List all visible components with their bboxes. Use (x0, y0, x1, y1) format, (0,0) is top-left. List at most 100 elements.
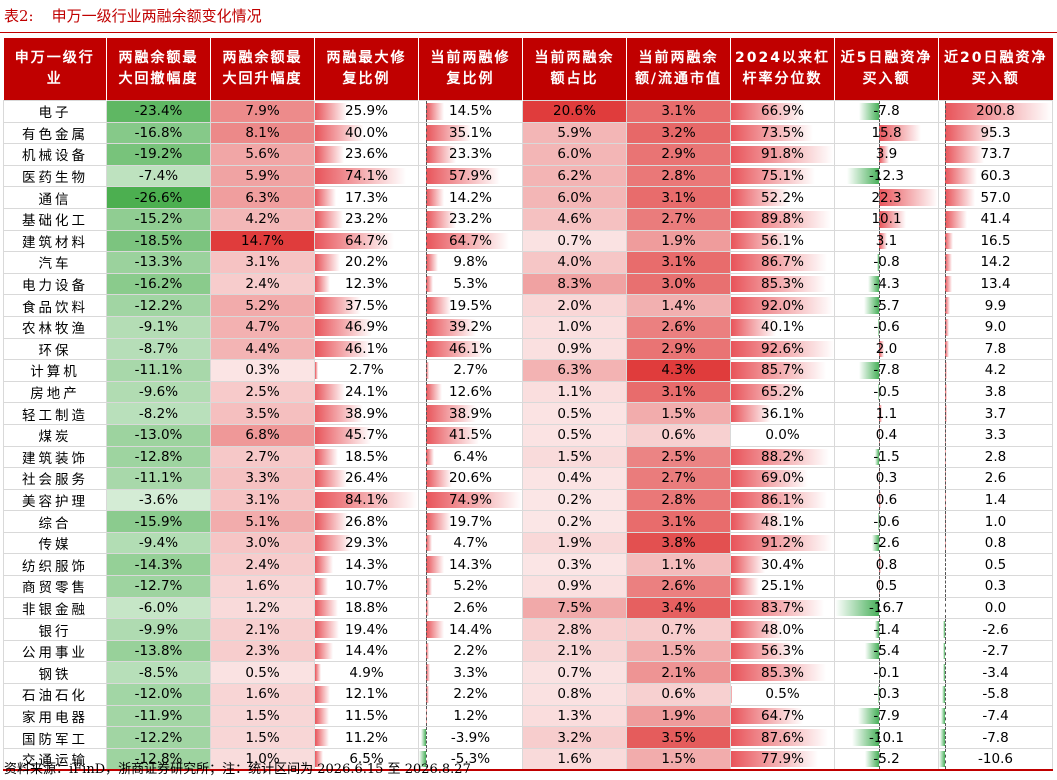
cell-max-repair-ratio: 64.7% (314, 229, 419, 253)
cell-balance-share: 7.5% (522, 596, 627, 620)
data-bar (315, 664, 321, 682)
cell-current-repair-ratio: 38.9% (418, 402, 523, 425)
cell-value: 87.6% (761, 729, 804, 746)
cell-balance-to-float-cap: 3.1% (626, 510, 731, 533)
cell-5d-net-buy: -0.5 (834, 380, 939, 404)
data-bar (420, 729, 426, 746)
data-bar (944, 340, 949, 358)
cell-max-repair-ratio: 12.1% (314, 683, 419, 706)
cell-value: 1.9% (661, 707, 696, 724)
zero-axis (944, 425, 946, 446)
cell-max-repair-ratio: 20.2% (314, 251, 419, 274)
cell-balance-to-float-cap: 2.1% (626, 661, 731, 685)
data-bar (879, 210, 906, 228)
cell-value: 交通运输 (22, 753, 88, 770)
cell-value: 14.5% (449, 103, 492, 120)
data-bar (315, 578, 329, 595)
cell-value: 22.3 (871, 189, 902, 206)
cell-5d-net-buy: 3.1 (834, 229, 939, 253)
cell-balance-share: 4.0% (522, 251, 627, 274)
zero-axis (879, 252, 881, 273)
zero-axis (879, 576, 881, 597)
zero-axis (879, 425, 881, 446)
data-bar (315, 534, 351, 552)
cell-balance-share: 0.7% (522, 229, 627, 253)
cell-balance-to-float-cap: 3.8% (626, 531, 731, 555)
cell-leverage-percentile: 91.8% (730, 143, 835, 166)
data-bar (425, 297, 451, 314)
cell-balance-share: 6.2% (522, 164, 627, 188)
zero-axis (425, 252, 427, 273)
zero-axis (944, 231, 946, 251)
cell-value: 10.7% (345, 578, 388, 595)
cell-value: -7.4 (982, 707, 1009, 724)
cell-value: 3.1% (661, 513, 696, 530)
cell-value: 2.7% (453, 362, 488, 379)
cell-value: 19.7% (449, 513, 492, 530)
data-bar (879, 232, 888, 250)
zero-axis (944, 468, 946, 489)
cell-value: 5.3% (453, 276, 488, 293)
cell-value: 国防军工 (22, 731, 88, 748)
cell-leverage-percentile: 66.9% (730, 100, 835, 123)
cell-value: 5.9% (557, 124, 592, 141)
cell-industry: 综合 (3, 510, 107, 533)
zero-axis (944, 339, 946, 359)
data-bar (852, 729, 880, 746)
data-bar (944, 103, 1052, 120)
cell-value: 2.7% (349, 362, 384, 379)
data-bar (879, 556, 882, 574)
cell-industry: 农林牧渔 (3, 315, 107, 339)
data-bar (425, 210, 456, 228)
cell-balance-share: 6.0% (522, 143, 627, 166)
data-bar (944, 189, 976, 206)
cell-5d-net-buy: -5.7 (834, 294, 939, 317)
cell-current-repair-ratio: 14.3% (418, 553, 523, 577)
data-bar (879, 405, 882, 422)
data-bar (315, 383, 345, 401)
data-bar (315, 210, 344, 228)
cell-max-repair-ratio: 25.9% (314, 100, 419, 123)
cell-industry: 商贸零售 (3, 575, 107, 598)
zero-axis (944, 490, 946, 510)
cell-value: 23.2% (449, 211, 492, 228)
cell-current-repair-ratio: 2.6% (418, 596, 523, 620)
cell-20d-net-buy: -7.4 (938, 704, 1053, 728)
cell-value: 40.1% (761, 319, 804, 336)
data-bar (425, 318, 477, 336)
cell-value: 19.5% (449, 297, 492, 314)
cell-current-repair-ratio: -3.9% (418, 726, 523, 749)
cell-value: 6.5% (349, 751, 384, 768)
cell-value: 23.6% (345, 146, 388, 163)
cell-max-rebound: 6.8% (210, 423, 315, 447)
cell-max-repair-ratio: 14.3% (314, 553, 419, 577)
cell-value: 建筑材料 (22, 234, 88, 251)
cell-leverage-percentile: 92.0% (730, 294, 835, 317)
data-bar (425, 448, 435, 466)
cell-20d-net-buy: 0.5 (938, 553, 1053, 577)
cell-leverage-percentile: 48.0% (730, 618, 835, 641)
data-bar (731, 189, 790, 206)
data-bar (315, 340, 372, 358)
cell-max-repair-ratio: 23.6% (314, 143, 419, 166)
cell-max-drawdown: -11.1% (106, 359, 211, 382)
col-header-max-rebound: 两融余额最大回升幅度 (210, 38, 315, 101)
col-header-balance-to-float-cap: 当前两融余额/流通市值 (626, 38, 731, 101)
cell-leverage-percentile: 0.5% (730, 683, 835, 706)
cell-value: 0.5% (557, 427, 592, 444)
cell-max-drawdown: -12.8% (106, 445, 211, 469)
data-bar (315, 707, 330, 725)
cell-value: 73.5% (761, 124, 804, 141)
cell-5d-net-buy: 1.1 (834, 402, 939, 425)
data-bar (731, 578, 759, 595)
cell-value: -9.1% (138, 319, 179, 336)
cell-max-repair-ratio: 40.0% (314, 121, 419, 145)
cell-value: 石油石化 (22, 688, 88, 705)
cell-current-repair-ratio: 19.7% (418, 510, 523, 533)
table-row: 机械设备 -19.2% 5.6% 23.6% 23.3% 6.0% 2.9% 91.8% 3.9… (3, 143, 1053, 166)
cell-value: 社会服务 (22, 472, 88, 489)
cell-value: 公用事业 (22, 645, 88, 662)
zero-axis (944, 317, 946, 338)
cell-max-rebound: 8.1% (210, 121, 315, 145)
data-bar (315, 405, 363, 422)
